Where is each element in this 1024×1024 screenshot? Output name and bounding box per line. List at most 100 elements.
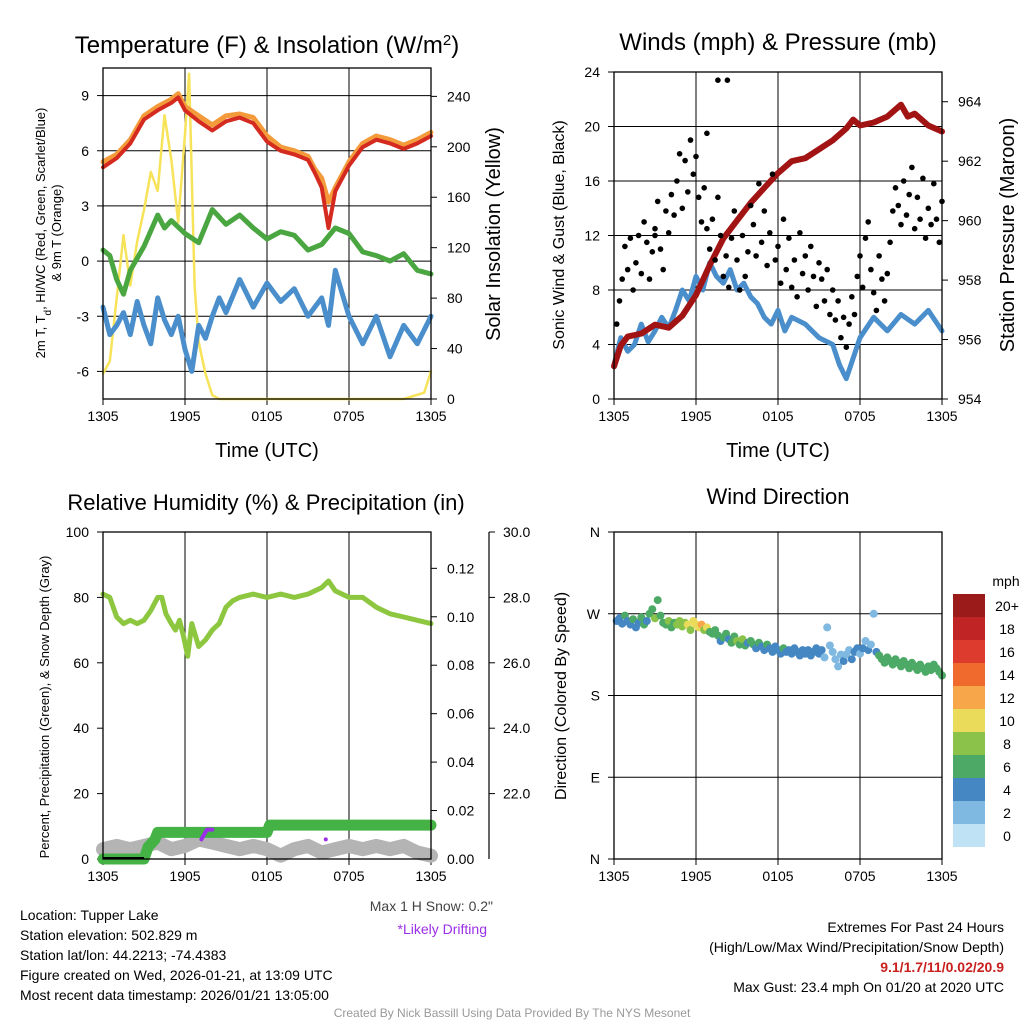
speed-legend-label: 2 [1003, 805, 1011, 821]
gust-point [701, 185, 707, 191]
gust-point [786, 235, 792, 241]
gust-point [690, 171, 697, 177]
gust-point [624, 266, 631, 273]
gust-point [712, 257, 718, 263]
drifting-point [323, 837, 328, 842]
gust-point [724, 77, 731, 83]
gust-point [928, 221, 934, 228]
gust-point [641, 219, 647, 225]
direction-frame [613, 531, 943, 860]
humidity-xtick-label: 1305 [415, 868, 446, 884]
direction-point [820, 653, 829, 662]
gust-point [761, 208, 768, 214]
gust-point [726, 284, 732, 291]
gust-point [775, 243, 781, 250]
gust-point [791, 257, 798, 263]
snow-tick-label: 28.0 [503, 589, 530, 605]
max-snow-note: Max 1 H Snow: 0.2" [369, 898, 493, 914]
gust-point [649, 249, 656, 255]
gust-point [900, 178, 907, 184]
gust-point [851, 311, 858, 318]
speed-legend-label: 12 [999, 690, 1015, 706]
temp-ylabel-sub: d [43, 310, 54, 316]
speed-legend-swatch [953, 640, 985, 663]
gust-point [925, 205, 932, 212]
humidity-title: Relative Humidity (%) & Precipitation (i… [67, 490, 464, 515]
gust-point [788, 284, 795, 291]
temp-xtick-label: 0705 [333, 408, 364, 424]
gust-point [616, 298, 623, 304]
gust-point [715, 77, 721, 83]
speed-legend-swatch [953, 824, 985, 847]
direction-ytick-label: N [590, 524, 600, 540]
station-latlon: Station lat/lon: 44.2213; -74.4383 [20, 947, 227, 963]
gust-point [756, 180, 762, 187]
speed-legend-swatch [953, 755, 985, 778]
gust-point [644, 239, 650, 246]
temp-ytick-label: -6 [77, 363, 90, 379]
wind-frame [613, 71, 943, 400]
temp-ytick-label: 0 [81, 253, 89, 269]
gust-point [868, 266, 874, 273]
humidity-ylabel: Percent, Precipitation (Green), & Snow D… [37, 556, 52, 859]
gust-point [687, 137, 694, 143]
temp-title: Temperature (F) & Insolation (W/m2) [75, 32, 459, 60]
drifting-line [199, 827, 215, 842]
wind-xtick-label: 1905 [680, 408, 711, 424]
gust-point [717, 232, 724, 239]
humidity-xtick-label: 0705 [333, 868, 364, 884]
precip-tick-label: 0.02 [447, 803, 474, 819]
gust-point [838, 334, 844, 341]
gust-point [797, 230, 803, 236]
gust-point [933, 216, 940, 222]
extremes-panel: Extremes For Past 24 Hours (High/Low/Max… [709, 917, 1004, 997]
gust-point [657, 246, 664, 252]
gust-point [917, 216, 923, 222]
gust-point [745, 249, 751, 255]
gust-point [753, 253, 759, 259]
gust-point [613, 321, 620, 327]
humidity-ytick-label: 40 [73, 720, 89, 736]
temp-xtick-label: 1305 [87, 408, 118, 424]
station-elevation: Station elevation: 502.829 m [20, 927, 198, 943]
direction-point [823, 623, 832, 632]
wind-ytick-label: 8 [592, 282, 600, 298]
speed-legend-label: 20+ [995, 598, 1019, 614]
gust-point [821, 298, 828, 304]
direction-xtick-label: 0105 [762, 868, 793, 884]
speed-legend-swatch [953, 617, 985, 640]
snow-tick-label: 24.0 [503, 720, 530, 736]
gust-point [633, 260, 639, 266]
gust-point [808, 243, 814, 250]
gust-point [772, 257, 779, 263]
humidity-ytick-label: 80 [73, 589, 89, 605]
gust-point [769, 171, 776, 177]
temp-ylabel-rest: , HI/WC (Red, Green, Scarlet/Blue) [33, 108, 48, 310]
gust-point [742, 273, 748, 280]
gust-point [813, 303, 820, 310]
speed-legend-label: 6 [1003, 759, 1011, 775]
humidity-xtick-label: 1305 [87, 868, 118, 884]
direction-point [817, 646, 826, 655]
direction-ylabel: Direction (Colored By Speed) [553, 592, 570, 800]
station-location: Location: Tupper Lake [20, 907, 159, 923]
humidity-xtick-label: 0105 [251, 868, 282, 884]
temp-xtick-label: 1905 [169, 408, 200, 424]
gust-point [832, 317, 839, 323]
direction-point [825, 641, 834, 650]
gust-point [824, 266, 830, 273]
gust-point [739, 232, 746, 239]
wind-ytick-label: 12 [584, 228, 600, 244]
gust-point [816, 260, 822, 266]
gust-point [914, 194, 921, 201]
precip-tick-label: 0.10 [447, 609, 474, 625]
speed-legend-swatch [953, 778, 985, 801]
gust-point [895, 202, 902, 209]
gust-point [668, 191, 675, 198]
gust-point [764, 262, 770, 269]
wind-ytick-label: 0 [592, 391, 600, 407]
gust-point [920, 175, 926, 182]
temp-xtick-label: 1305 [415, 408, 446, 424]
direction-point [686, 626, 695, 635]
